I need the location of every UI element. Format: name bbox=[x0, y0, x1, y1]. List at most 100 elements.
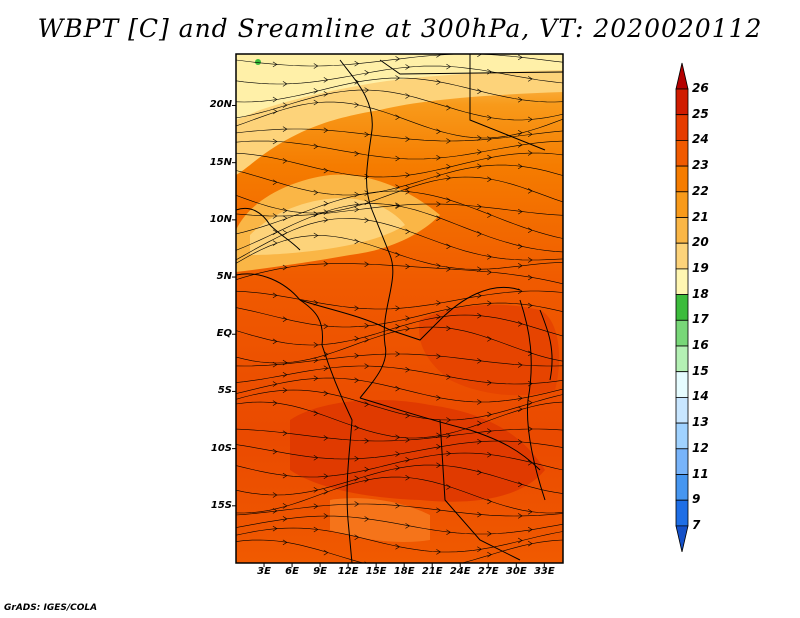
streamline-arrow bbox=[405, 64, 411, 70]
streamline-arrow bbox=[517, 54, 523, 61]
streamline-arrow bbox=[272, 448, 278, 455]
streamline-arrow bbox=[395, 155, 401, 162]
colorbar-swatch bbox=[675, 165, 689, 193]
streamline bbox=[236, 326, 563, 364]
streamline bbox=[236, 428, 563, 442]
streamline-arrow bbox=[477, 438, 482, 445]
streamline-arrow bbox=[487, 300, 492, 306]
streamline-arrow bbox=[446, 305, 451, 312]
streamline-arrow bbox=[477, 546, 482, 552]
colorbar-swatch bbox=[675, 319, 689, 347]
streamline-arrow bbox=[517, 263, 523, 269]
streamline-arrow bbox=[487, 411, 492, 418]
streamline-arrow bbox=[323, 365, 329, 371]
streamline-arrow bbox=[272, 492, 278, 498]
streamline-arrow bbox=[364, 438, 370, 444]
streamline-arrow bbox=[446, 529, 451, 536]
streamline-arrow bbox=[272, 240, 278, 246]
streamline-arrow bbox=[395, 202, 401, 209]
streamline-arrow bbox=[436, 215, 441, 221]
streamline-arrow bbox=[517, 513, 523, 519]
streamline-arrow bbox=[405, 474, 411, 481]
colorbar-min-triangle bbox=[675, 525, 689, 552]
streamline-arrow bbox=[364, 261, 370, 267]
colorbar-swatch bbox=[675, 474, 689, 501]
streamline-arrow bbox=[527, 302, 533, 309]
lon-label: 24E bbox=[449, 566, 471, 577]
streamline-arrow bbox=[477, 149, 482, 155]
streamline-arrow bbox=[436, 549, 441, 555]
streamline-arrow bbox=[436, 201, 441, 207]
streamline-arrow bbox=[405, 263, 411, 270]
streamline-arrow bbox=[282, 387, 288, 393]
colorbar-max-triangle bbox=[675, 62, 689, 90]
lon-label: 27E bbox=[477, 566, 499, 577]
streamline bbox=[236, 128, 563, 142]
colorbar-swatch bbox=[675, 242, 689, 270]
streamline-arrow bbox=[487, 254, 492, 260]
streamline-arrow bbox=[313, 503, 319, 509]
streamline-arrow bbox=[446, 164, 451, 170]
streamline-arrow bbox=[446, 450, 451, 457]
streamline-arrow bbox=[446, 197, 451, 204]
streamline-arrow bbox=[282, 207, 288, 214]
streamline-arrow bbox=[517, 163, 523, 170]
axis-ticks bbox=[232, 104, 545, 567]
streamline-arrow bbox=[364, 322, 370, 329]
colorbar-swatch bbox=[675, 448, 689, 475]
streamline-arrow bbox=[272, 525, 278, 532]
streamline-arrow bbox=[282, 516, 288, 522]
streamline-arrow bbox=[517, 395, 523, 401]
streamline-arrow bbox=[272, 61, 278, 68]
streamline-arrow bbox=[436, 395, 441, 401]
streamline-arrow bbox=[282, 215, 288, 222]
streamline-arrow bbox=[272, 292, 278, 299]
streamline-arrow bbox=[354, 305, 360, 311]
streamline-arrow bbox=[487, 451, 492, 458]
streamline-arrow bbox=[272, 338, 278, 345]
streamline-arrow bbox=[446, 374, 451, 380]
streamline-arrow bbox=[446, 105, 451, 111]
streamline-arrow bbox=[354, 455, 360, 462]
streamline-arrow bbox=[354, 534, 360, 540]
streamline-arrow bbox=[477, 358, 482, 364]
streamline-arrow bbox=[272, 381, 278, 387]
streamline-arrow bbox=[323, 390, 329, 397]
streamline bbox=[236, 302, 563, 328]
colorbar-label: 9 bbox=[692, 492, 701, 507]
streamline-arrow bbox=[405, 523, 411, 529]
streamline-arrow bbox=[405, 412, 411, 419]
streamline-arrow bbox=[477, 88, 482, 95]
streamline-arrow bbox=[517, 208, 523, 215]
streamline-arrow bbox=[405, 457, 411, 463]
streamline-arrow bbox=[354, 501, 360, 507]
streamline-arrow bbox=[313, 63, 319, 69]
streamline-arrow bbox=[313, 99, 319, 106]
streamline-arrow bbox=[436, 155, 441, 161]
colorbar-swatch bbox=[675, 217, 689, 244]
streamline-arrow bbox=[282, 81, 288, 87]
streamline-arrow bbox=[487, 380, 492, 386]
streamline-arrow bbox=[446, 138, 451, 144]
streamline-arrow bbox=[282, 371, 288, 378]
streamline-arrow bbox=[364, 173, 370, 180]
streamline-arrow bbox=[364, 131, 370, 138]
streamline-arrow bbox=[323, 489, 329, 495]
streamline-arrow bbox=[395, 351, 401, 357]
streamline-arrow bbox=[446, 175, 451, 181]
streamline-arrow bbox=[487, 428, 492, 434]
lon-label: 3E bbox=[257, 566, 271, 577]
colorbar-swatch bbox=[675, 268, 689, 295]
streamline-arrow bbox=[364, 476, 370, 483]
colorbar-label: 17 bbox=[692, 312, 709, 327]
streamline-arrow bbox=[405, 315, 411, 321]
streamline-arrow bbox=[527, 150, 533, 156]
colorbar-label: 14 bbox=[692, 389, 709, 404]
streamline-arrow bbox=[487, 115, 492, 121]
streamline-arrow bbox=[323, 513, 329, 519]
lon-label: 15E bbox=[365, 566, 387, 577]
streamline-arrow bbox=[477, 231, 482, 237]
streamline-arrow bbox=[354, 335, 360, 342]
streamline-arrow bbox=[487, 498, 492, 505]
